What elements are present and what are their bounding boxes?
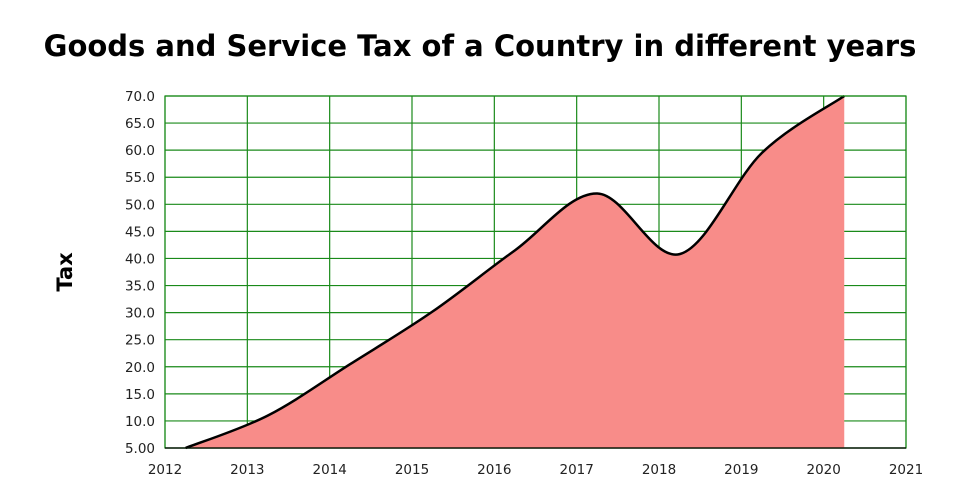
y-tick-label: 30.0 (125, 306, 155, 322)
y-tick-label: 20.0 (125, 360, 155, 376)
x-tick-labels: 2012 2013 2014 2015 2016 2017 2018 2019 2020 2021 (148, 462, 923, 478)
area-series (185, 94, 845, 450)
y-tick-label: 70.0 (125, 89, 155, 105)
x-tick-label: 2013 (230, 462, 264, 478)
y-tick-labels: 5.00 10.0 15.0 20.0 25.0 30.0 35.0 40.0 45.0 50.0… (125, 89, 155, 457)
y-tick-label: 45.0 (125, 224, 155, 240)
y-tick-label: 25.0 (125, 333, 155, 349)
y-tick-label: 10.0 (125, 414, 155, 430)
x-tick-label: 2017 (559, 462, 593, 478)
y-tick-label: 50.0 (125, 197, 155, 213)
x-tick-label: 2018 (642, 462, 676, 478)
area-fill (185, 96, 845, 448)
y-tick-label: 55.0 (125, 170, 155, 186)
y-tick-label: 60.0 (125, 143, 155, 159)
axes (164, 95, 907, 449)
y-tick-label: 40.0 (125, 251, 155, 267)
chart-title: Goods and Service Tax of a Country in di… (44, 29, 917, 63)
y-tick-label: 65.0 (125, 116, 155, 132)
x-tick-label: 2014 (312, 462, 346, 478)
series-line (185, 94, 845, 450)
x-tick-label: 2016 (477, 462, 511, 478)
x-tick-label: 2015 (395, 462, 429, 478)
y-tick-label: 15.0 (125, 387, 155, 403)
y-tick-label: 35.0 (125, 279, 155, 295)
x-tick-label: 2012 (148, 462, 182, 478)
y-axis-label: Tax (53, 252, 77, 292)
x-tick-label: 2020 (806, 462, 840, 478)
x-tick-label: 2019 (724, 462, 758, 478)
y-tick-label: 5.00 (125, 441, 155, 457)
x-tick-label: 2021 (889, 462, 923, 478)
